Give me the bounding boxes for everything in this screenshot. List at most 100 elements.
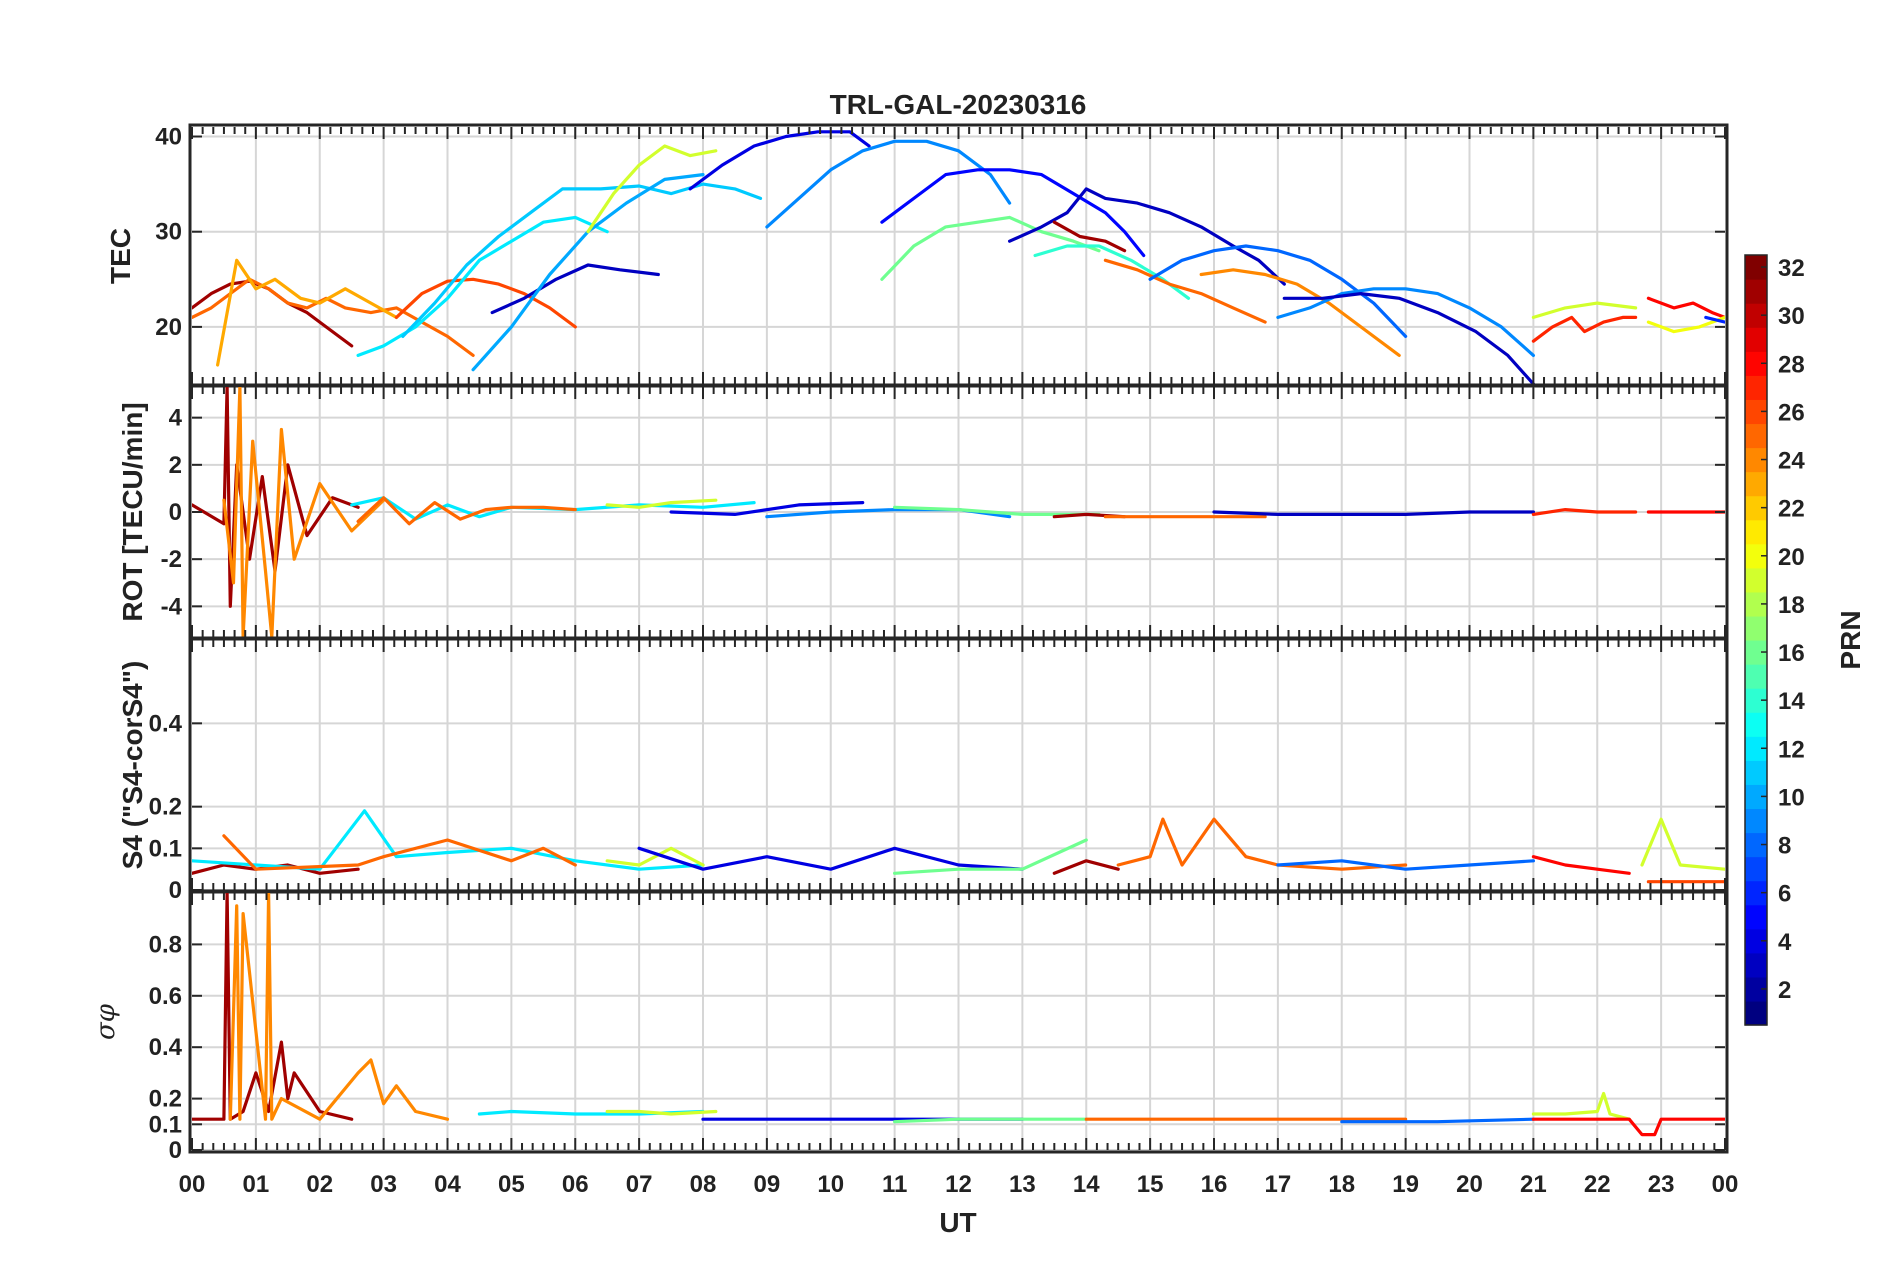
y-tick-label: 4	[169, 405, 183, 432]
x-tick-label: 06	[562, 1171, 589, 1198]
x-tick-label: 11	[882, 1171, 907, 1198]
rot-series-prn-3	[1212, 510, 1536, 517]
x-tick-label: 12	[945, 1171, 972, 1198]
tec-series-prn-9	[765, 139, 1012, 229]
colorbar-tick-label: 8	[1778, 833, 1791, 860]
y-tick-label: 0	[169, 499, 182, 526]
x-tick-label: 21	[1520, 1171, 1547, 1198]
s4-series-prn-4	[637, 846, 1025, 871]
y-tick-label: 0.1	[149, 1111, 182, 1138]
x-tick-label: 09	[754, 1171, 781, 1198]
tec-series-prn-24	[1199, 268, 1401, 357]
x-tick-label: 17	[1265, 1171, 1292, 1198]
sigma-series-prn-19	[1531, 1091, 1631, 1121]
tec-series-prn-23	[216, 258, 398, 367]
x-tick-label: 10	[817, 1171, 844, 1198]
tec-series-prn-9	[1276, 287, 1536, 357]
x-tick-label: 22	[1584, 1171, 1611, 1198]
colorbar-cell	[1745, 952, 1767, 978]
sigma-y-axis-label: σφ	[91, 1003, 121, 1040]
s4-y-axis-label: S4 ("S4-corS4")	[117, 661, 148, 870]
tec-series-prn-14	[1033, 244, 1191, 300]
panel-s4: 0 0.1 0.2 0.4 S4 ("S4-corS4")	[117, 636, 1729, 904]
y-tick-label: 0.4	[149, 1034, 183, 1061]
rot-series-prn-19	[605, 498, 718, 509]
tec-series-prn-3	[490, 263, 660, 315]
tec-series-group	[192, 130, 1725, 384]
colorbar-cell	[1745, 399, 1767, 425]
y-tick-label: 40	[155, 124, 182, 151]
y-tick-label: 0.4	[149, 710, 183, 737]
tec-series-prn-19	[586, 144, 718, 234]
tec-series-prn-19	[1531, 301, 1638, 319]
x-tick-label: 16	[1201, 1171, 1228, 1198]
tec-series-prn-3	[1007, 187, 1286, 286]
rot-series-prn-4	[669, 501, 865, 517]
colorbar-cell	[1745, 255, 1767, 280]
rot-series-prn-12	[350, 496, 756, 521]
sigma-series-group	[192, 893, 1725, 1137]
tec-series-prn-12	[356, 215, 609, 357]
tec-y-tick-labels: 20 30 40	[155, 124, 182, 341]
colorbar-cell	[1745, 495, 1767, 521]
panel-rot: -4 -2 0 2 4 ROT [TECU/min]	[117, 383, 1729, 641]
rot-ticks	[191, 387, 1726, 637]
sigma-series-prn-8	[1340, 1117, 1536, 1124]
panel-sigma-phi: 00.10.2 0.4 0.6 0.8 σφ	[91, 889, 1729, 1164]
sigma-series-prn-19	[605, 1109, 718, 1116]
x-tick-label: 08	[690, 1171, 717, 1198]
sigma-ticks	[191, 893, 1726, 1151]
tec-series-prn-27	[1531, 315, 1638, 343]
y-tick-label: -2	[161, 546, 182, 573]
colorbar-cell	[1745, 351, 1767, 376]
y-tick-label: -4	[161, 593, 183, 620]
y-tick-label: 20	[155, 314, 182, 341]
colorbar-cell	[1745, 760, 1767, 785]
tec-series-prn-25	[1103, 258, 1267, 324]
tec-series-prn-6	[1704, 315, 1725, 324]
s4-series-prn-19	[605, 846, 705, 867]
rot-y-tick-labels: -4 -2 0 2 4	[161, 405, 183, 621]
rot-series-prn-24	[222, 387, 386, 637]
tec-series-prn-11	[401, 182, 763, 338]
x-axis-label: UT	[939, 1207, 976, 1238]
tec-ticks	[191, 127, 1726, 384]
colorbar-tick-label: 30	[1778, 303, 1805, 330]
s4-grid	[192, 640, 1725, 891]
s4-series-prn-25	[1116, 817, 1408, 871]
colorbar-cell	[1745, 279, 1767, 304]
x-tick-label: 18	[1328, 1171, 1355, 1198]
tec-series-prn-20	[1646, 315, 1725, 334]
colorbar-cell	[1745, 688, 1767, 713]
tec-series-prn-5	[880, 168, 1146, 258]
colorbar-tick-label: 4	[1778, 929, 1792, 956]
colorbar-cell	[1745, 591, 1767, 617]
x-tick-label: 01	[243, 1171, 270, 1198]
tec-series-prn-4	[688, 130, 871, 191]
tec-y-axis-label: TEC	[105, 228, 136, 284]
x-tick-label: 13	[1009, 1171, 1036, 1198]
tec-series-prn-3	[1282, 292, 1536, 384]
x-tick-label: 23	[1648, 1171, 1675, 1198]
colorbar-cell	[1745, 375, 1767, 400]
colorbar-cell	[1745, 423, 1767, 449]
sigma-series-prn-24	[228, 893, 450, 1121]
x-tick-label: 19	[1392, 1171, 1419, 1198]
colorbar-cell	[1745, 832, 1767, 858]
s4-y-tick-labels: 0 0.1 0.2 0.4	[149, 710, 183, 904]
s4-series-prn-25	[222, 834, 577, 871]
x-tick-label: 04	[434, 1171, 461, 1198]
colorbar-tick-label: 14	[1778, 688, 1805, 715]
colorbar-tick-label: 18	[1778, 592, 1805, 619]
y-tick-label: 0.6	[149, 983, 182, 1010]
s4-series-prn-28	[1531, 855, 1631, 875]
s4-series-prn-16	[892, 838, 1088, 875]
colorbar-cell	[1745, 856, 1767, 882]
s4-series-prn-8	[1276, 859, 1536, 871]
y-tick-label: 0.2	[149, 1086, 182, 1113]
colorbar-cell	[1745, 904, 1767, 930]
colorbar-tick-label: 20	[1778, 544, 1805, 571]
rot-series-prn-25	[356, 496, 577, 526]
